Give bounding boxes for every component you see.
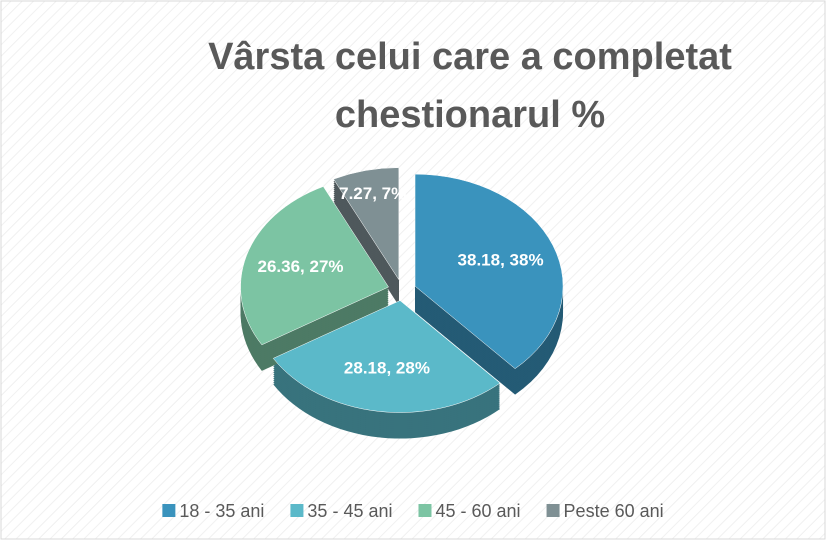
data-label: 28.18, 28% <box>344 359 430 378</box>
legend-swatch <box>162 504 176 517</box>
legend-swatch <box>418 504 432 517</box>
slice <box>272 300 501 413</box>
slice <box>333 167 400 281</box>
legend-label: 18 - 35 ani <box>179 501 264 521</box>
legend-label: Peste 60 ani <box>564 501 664 521</box>
data-label: 38.18, 38% <box>458 250 544 269</box>
legend-swatch <box>290 504 304 517</box>
legend-label: 45 - 60 ani <box>435 501 520 521</box>
slice <box>240 186 389 346</box>
data-label: 26.36, 27% <box>258 257 344 276</box>
chart-title: Vârsta celui care a completat chestionar… <box>208 36 732 136</box>
slice <box>414 173 564 369</box>
legend: 18 - 35 ani 35 - 45 ani 45 - 60 ani Peste 6… <box>162 501 664 521</box>
pie: 38.18, 38% 28.18, 28% 26.36, 27% 7.27, 7% <box>240 167 564 439</box>
legend-label: 35 - 45 ani <box>307 501 392 521</box>
legend-swatch <box>546 504 560 517</box>
data-label: 7.27, 7% <box>339 184 406 203</box>
